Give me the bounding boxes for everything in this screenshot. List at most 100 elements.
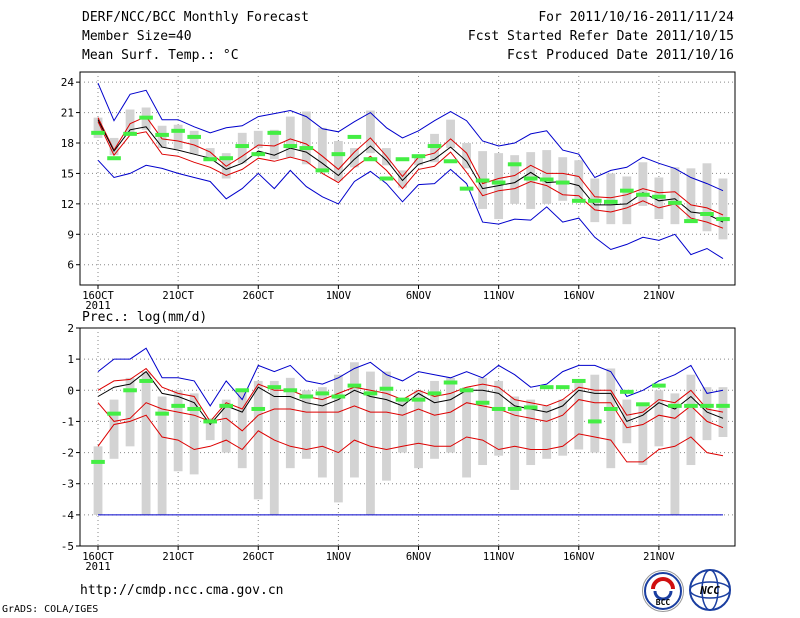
member-box (93, 446, 103, 515)
median-marker (620, 389, 634, 394)
median-marker (379, 176, 394, 181)
median-marker (539, 385, 554, 390)
plot-frame (79, 327, 736, 547)
member-box (590, 374, 600, 453)
median-marker (459, 388, 474, 393)
median-marker (507, 406, 522, 411)
upper-spread-line (97, 367, 724, 423)
max-envelope-line (97, 347, 724, 407)
median-marker (507, 162, 522, 167)
median-marker (604, 406, 618, 411)
median-marker (235, 144, 250, 149)
median-marker (331, 394, 346, 399)
y-tick-label: 12 (61, 198, 74, 211)
median-marker (283, 388, 298, 393)
bcc-logo-text: BCC (656, 598, 671, 607)
member-box (718, 178, 728, 240)
median-marker (379, 386, 394, 391)
member-box (462, 387, 471, 478)
member-box (317, 127, 327, 171)
median-marker (587, 419, 602, 424)
median-marker (347, 383, 362, 388)
grads-credit: GrADS: COLA/IGES (2, 604, 99, 615)
x-tick-label: 16NOV (563, 290, 595, 302)
member-box (141, 371, 151, 515)
median-marker (668, 200, 682, 205)
y-tick-label: 24 (61, 76, 75, 89)
median-marker (235, 388, 250, 393)
member-box (430, 380, 439, 459)
member-box (157, 125, 167, 149)
x-tick-label: 1NOV (326, 551, 352, 563)
variable-label: Mean Surf. Temp.: °C (82, 48, 239, 63)
member-box (205, 418, 215, 441)
median-marker (571, 378, 586, 383)
member-box (109, 137, 119, 156)
member-size-label: Member Size=40 (82, 29, 192, 44)
x-tick-label: 21OCT (162, 551, 194, 563)
member-box (269, 380, 279, 515)
y-tick-label: 6 (67, 259, 74, 272)
median-marker (427, 144, 442, 149)
median-marker (459, 186, 474, 191)
y-tick-label: -1 (61, 415, 74, 428)
y-tick-label: 1 (67, 353, 74, 366)
member-box (606, 173, 616, 225)
median-marker (267, 385, 282, 390)
member-box (285, 377, 295, 469)
plot-frame (79, 71, 736, 286)
median-marker (187, 134, 201, 139)
median-marker (267, 130, 282, 135)
y-tick-label: -3 (61, 478, 74, 491)
member-box (494, 153, 504, 220)
x-tick-label: 26OCT (242, 551, 274, 563)
member-box (702, 387, 712, 441)
median-marker (155, 132, 169, 137)
median-marker (443, 380, 458, 385)
member-box (382, 371, 391, 481)
median-marker (620, 188, 634, 193)
member-box (526, 152, 536, 209)
member-box (301, 111, 311, 165)
median-marker (668, 403, 682, 408)
member-box (494, 380, 504, 456)
median-marker (523, 176, 538, 181)
median-marker (475, 400, 490, 405)
median-marker (684, 219, 698, 224)
member-box (189, 393, 199, 475)
member-box (173, 124, 183, 150)
x-tick-label: 11NOV (483, 551, 515, 563)
member-box (478, 377, 488, 466)
median-marker (411, 397, 426, 402)
source-url[interactable]: http://cmdp.ncc.cma.gov.cn (80, 583, 284, 598)
median-marker (347, 134, 362, 139)
chart-title: DERF/NCC/BCC Monthly Forecast (82, 10, 309, 25)
member-box (462, 143, 471, 169)
x-tick-label: 16OCT (82, 290, 114, 302)
y-tick-label: -2 (61, 447, 74, 460)
median-marker (604, 199, 618, 204)
member-box (670, 393, 680, 515)
bcc-logo: BCC (642, 570, 684, 612)
median-marker (107, 156, 121, 161)
median-marker (395, 157, 410, 162)
member-box (702, 163, 712, 232)
median-marker (684, 403, 698, 408)
median-marker (491, 406, 506, 411)
member-box (606, 368, 616, 469)
member-box (237, 390, 247, 469)
member-box (333, 374, 343, 503)
member-box (654, 390, 664, 447)
median-marker (107, 411, 121, 416)
member-box (414, 390, 423, 469)
x-tick-label: 16OCT (82, 551, 114, 563)
member-box (317, 387, 327, 478)
forecast-start-date: Fcst Started Refer Date 2011/10/15 (467, 29, 734, 44)
member-box (510, 155, 520, 204)
median-marker (475, 178, 490, 183)
y-tick-label: 2 (67, 322, 74, 335)
median-marker (716, 217, 730, 222)
lower-spread-line (97, 121, 724, 229)
ensemble-mean-line (97, 119, 724, 223)
median-marker (91, 459, 105, 464)
